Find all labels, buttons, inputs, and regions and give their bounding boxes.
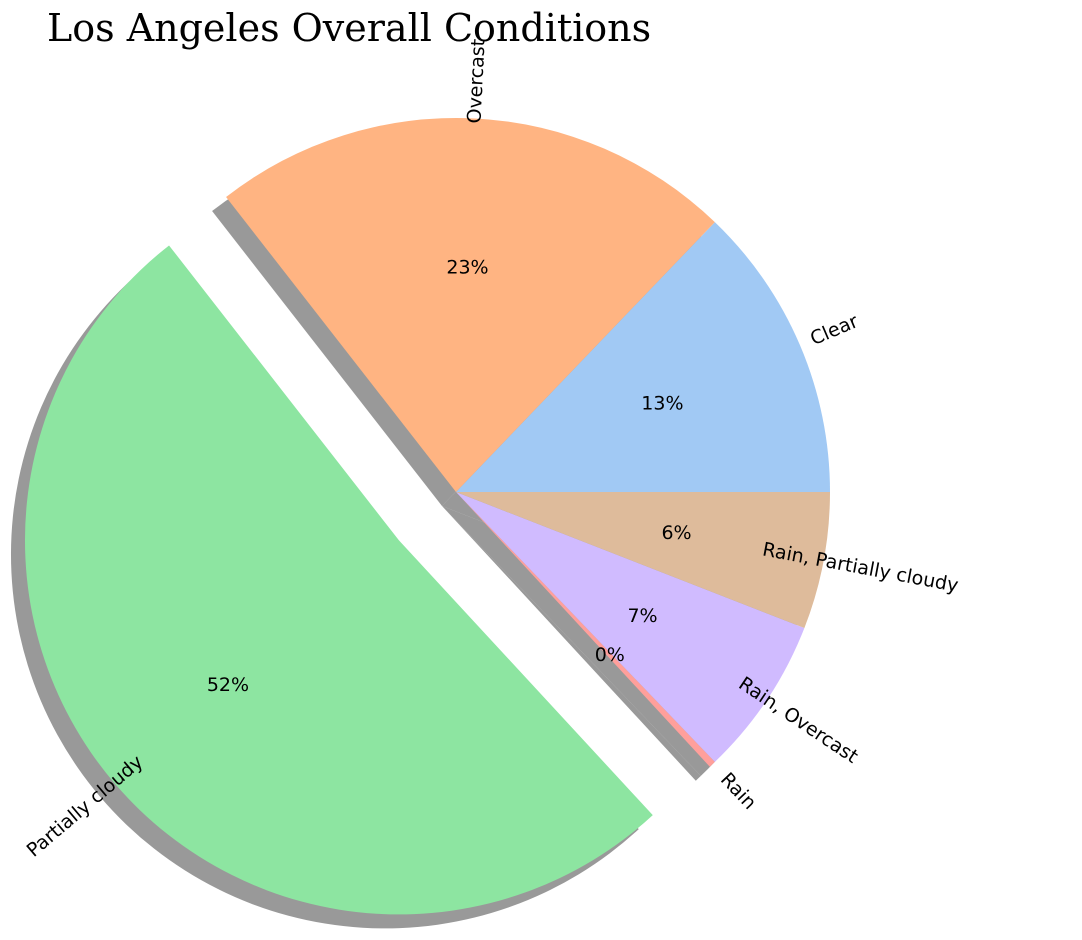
slice-rain-partially-cloudy: [456, 492, 830, 628]
pct-clear: 13%: [641, 392, 683, 414]
pct-partially-cloudy: 52%: [207, 674, 249, 696]
label-clear: Clear: [807, 310, 862, 350]
label-rain: Rain: [716, 768, 761, 813]
label-rain-overcast: Rain, Overcast: [735, 673, 862, 768]
pct-overcast: 23%: [446, 256, 488, 278]
slice-rain-overcast: [456, 492, 805, 762]
slice-partially-cloudy: [24, 245, 653, 915]
pct-rain: 0%: [595, 644, 625, 666]
pct-rain-overcast: 7%: [627, 605, 657, 627]
pct-rain-partially-cloudy: 6%: [661, 522, 691, 544]
slice-clear: [456, 222, 830, 493]
slice-rain: [456, 492, 715, 767]
chart-title: Los Angeles Overall Conditions: [47, 6, 652, 50]
label-overcast: Overcast: [463, 38, 489, 124]
shadow-rain: [442, 506, 701, 781]
slice-overcast: [226, 117, 715, 493]
